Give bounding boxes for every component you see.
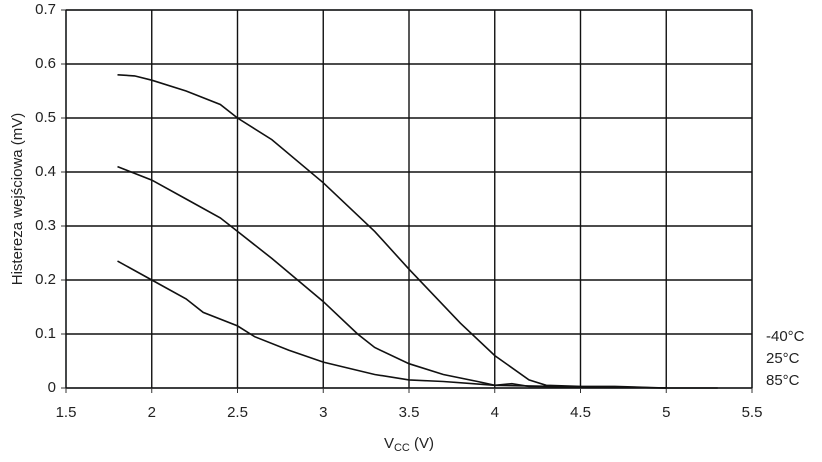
legend-label: 25°C bbox=[766, 350, 800, 367]
y-axis-label: Histereza wejściowa (mV) bbox=[9, 113, 26, 286]
x-tick-label: 4.5 bbox=[570, 404, 591, 421]
y-tick-label: 0.3 bbox=[35, 217, 56, 234]
x-label-main: V bbox=[384, 435, 394, 452]
x-tick-label: 5.5 bbox=[742, 404, 763, 421]
y-tick-label: 0.2 bbox=[35, 271, 56, 288]
series-line bbox=[117, 74, 718, 389]
x-tick-label: 4 bbox=[491, 404, 499, 421]
series-line bbox=[117, 165, 667, 389]
y-tick-label: 0.1 bbox=[35, 325, 56, 342]
x-tick-label: 5 bbox=[662, 404, 670, 421]
y-tick-label: 0.7 bbox=[35, 1, 56, 18]
y-tick-label: 0.6 bbox=[35, 55, 56, 72]
legend-label: 85°C bbox=[766, 372, 800, 389]
x-tick-label: 1.5 bbox=[56, 404, 77, 421]
legend-label: -40°C bbox=[766, 328, 805, 345]
series-line bbox=[117, 260, 667, 389]
x-tick-label: 2.5 bbox=[227, 404, 248, 421]
x-tick-label: 3.5 bbox=[399, 404, 420, 421]
x-axis-label: VCC (V) bbox=[384, 435, 434, 454]
y-tick-label: 0.4 bbox=[35, 163, 56, 180]
y-tick-label: 0.5 bbox=[35, 109, 56, 126]
y-tick-label: 0 bbox=[48, 379, 56, 396]
x-tick-label: 2 bbox=[148, 404, 156, 421]
x-label-rest: (V) bbox=[410, 435, 434, 452]
x-label-sub: CC bbox=[394, 442, 410, 454]
x-tick-label: 3 bbox=[319, 404, 327, 421]
